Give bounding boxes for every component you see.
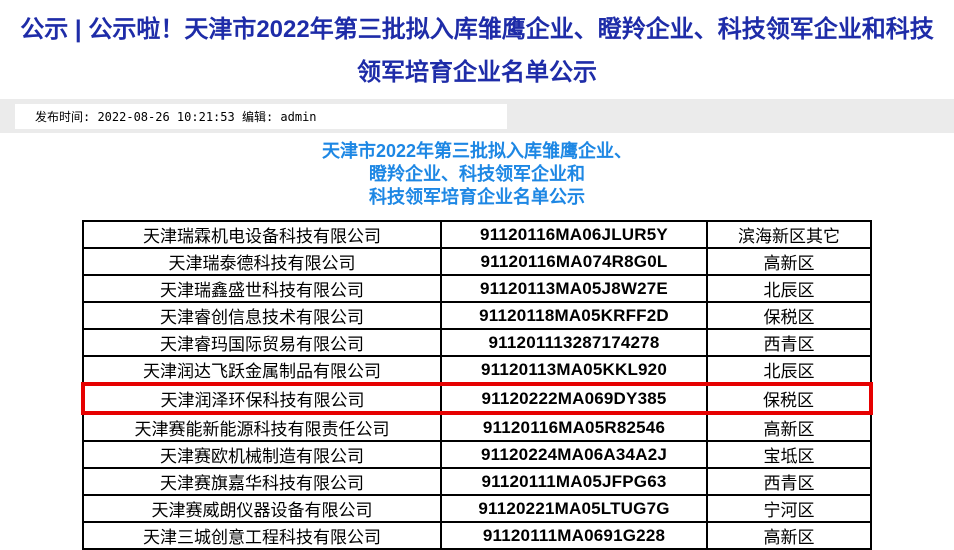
district-cell: 保税区 (706, 301, 872, 330)
article-subtitle-line2: 瞪羚企业、科技领军企业和 (369, 164, 585, 184)
table-row: 天津三城创意工程科技有限公司 91120111MA0691G228 高新区 (82, 521, 872, 550)
publish-info: 发布时间: 2022-08-26 10:21:53 编辑: admin (15, 104, 507, 129)
table-row: 天津赛能新能源科技有限责任公司 91120116MA05R82546 高新区 (82, 412, 872, 442)
table-row: 天津瑞泰德科技有限公司 91120116MA074R8G0L 高新区 (82, 247, 872, 276)
company-name-cell: 天津润泽环保科技有限公司 (81, 382, 442, 415)
company-name-cell: 天津瑞鑫盛世科技有限公司 (82, 274, 442, 303)
district-cell: 高新区 (706, 521, 872, 550)
publish-info-text: 发布时间: 2022-08-26 10:21:53 编辑: admin (35, 110, 317, 124)
company-name-cell: 天津赛旗嘉华科技有限公司 (82, 467, 442, 496)
company-name-cell: 天津瑞霖机电设备科技有限公司 (82, 220, 442, 249)
credit-code-cell: 91120222MA069DY385 (440, 382, 708, 415)
company-name-cell: 天津睿玛国际贸易有限公司 (82, 328, 442, 357)
district-cell: 西青区 (706, 467, 872, 496)
district-cell: 北辰区 (706, 274, 872, 303)
credit-code-cell: 91120116MA05R82546 (440, 412, 708, 442)
table-row: 天津赛旗嘉华科技有限公司 91120111MA05JFPG63 西青区 (82, 467, 872, 496)
article-subtitle-line1: 天津市2022年第三批拟入库雏鹰企业、 (321, 141, 633, 161)
credit-code-cell: 91120224MA06A34A2J (440, 440, 708, 469)
district-cell: 宁河区 (706, 494, 872, 523)
district-cell: 高新区 (706, 247, 872, 276)
company-name-cell: 天津三城创意工程科技有限公司 (82, 521, 442, 550)
company-name-cell: 天津赛能新能源科技有限责任公司 (82, 412, 442, 442)
article-subtitle: 天津市2022年第三批拟入库雏鹰企业、 瞪羚企业、科技领军企业和 科技领军培育企… (0, 140, 954, 209)
company-name-cell: 天津赛威朗仪器设备有限公司 (82, 494, 442, 523)
article-subtitle-line3: 科技领军培育企业名单公示 (369, 187, 585, 207)
credit-code-cell: 91120113MA05J8W27E (440, 274, 708, 303)
district-cell: 高新区 (706, 412, 872, 442)
company-name-cell: 天津睿创信息技术有限公司 (82, 301, 442, 330)
district-cell: 宝坻区 (706, 440, 872, 469)
table-row: 天津赛威朗仪器设备有限公司 91120221MA05LTUG7G 宁河区 (82, 494, 872, 523)
credit-code-cell: 91120111MA05JFPG63 (440, 467, 708, 496)
credit-code-cell: 911201113287174278 (440, 328, 708, 357)
district-cell: 西青区 (706, 328, 872, 357)
credit-code-cell: 91120221MA05LTUG7G (440, 494, 708, 523)
credit-code-cell: 91120118MA05KRFF2D (440, 301, 708, 330)
meta-bar: 发布时间: 2022-08-26 10:21:53 编辑: admin (0, 99, 954, 133)
table-row: 天津赛欧机械制造有限公司 91120224MA06A34A2J 宝坻区 (82, 440, 872, 469)
credit-code-cell: 91120113MA05KKL920 (440, 355, 708, 385)
table-row: 天津润泽环保科技有限公司 91120222MA069DY385 保税区 (81, 382, 873, 415)
credit-code-cell: 91120116MA06JLUR5Y (440, 220, 708, 249)
credit-code-cell: 91120111MA0691G228 (440, 521, 708, 550)
company-name-cell: 天津瑞泰德科技有限公司 (82, 247, 442, 276)
district-cell: 滨海新区其它 (706, 220, 872, 249)
table-row: 天津瑞霖机电设备科技有限公司 91120116MA06JLUR5Y 滨海新区其它 (82, 220, 872, 249)
article-title: 公示 | 公示啦！天津市2022年第三批拟入库雏鹰企业、瞪羚企业、科技领军企业和… (0, 0, 954, 94)
district-cell: 保税区 (706, 382, 873, 415)
district-cell: 北辰区 (706, 355, 872, 385)
table-row: 天津瑞鑫盛世科技有限公司 91120113MA05J8W27E 北辰区 (82, 274, 872, 303)
credit-code-cell: 91120116MA074R8G0L (440, 247, 708, 276)
article-title-line2: 领军培育企业名单公示 (357, 59, 597, 86)
article-title-line1: 公示 | 公示啦！天津市2022年第三批拟入库雏鹰企业、瞪羚企业、科技领军企业和… (20, 16, 934, 43)
company-table-body: 天津瑞霖机电设备科技有限公司 91120116MA06JLUR5Y 滨海新区其它 天津… (81, 220, 873, 550)
table-row: 天津睿玛国际贸易有限公司 911201113287174278 西青区 (82, 328, 872, 357)
table-row: 天津睿创信息技术有限公司 91120118MA05KRFF2D 保税区 (82, 301, 872, 330)
company-name-cell: 天津润达飞跃金属制品有限公司 (82, 355, 442, 385)
company-table: 天津瑞霖机电设备科技有限公司 91120116MA06JLUR5Y 滨海新区其它 天津… (81, 220, 873, 550)
table-row: 天津润达飞跃金属制品有限公司 91120113MA05KKL920 北辰区 (82, 355, 872, 385)
company-name-cell: 天津赛欧机械制造有限公司 (82, 440, 442, 469)
